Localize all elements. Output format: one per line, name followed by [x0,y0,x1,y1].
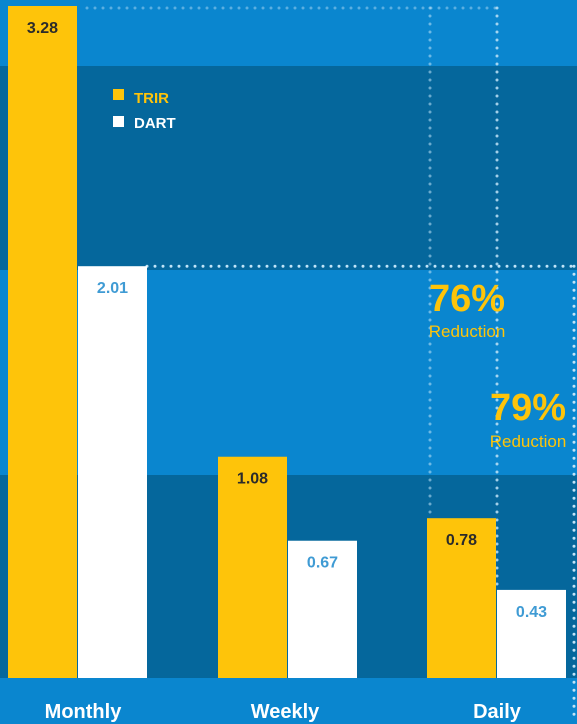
legend-swatch-trir [113,89,124,100]
data-label-trir-daily: 0.78 [446,532,477,549]
annotation-trir-reduction: 76% Reduction [429,278,506,341]
bar-dart-monthly [78,266,147,678]
data-label-dart-daily: 0.43 [516,604,547,621]
annotation-dart-reduction: 79% Reduction [490,387,567,451]
legend: TRIR DART [113,89,176,132]
bar-dart-weekly [288,540,357,678]
bar-trir-weekly [218,456,287,678]
bar-dart-daily [497,589,566,678]
data-label-dart-weekly: 0.67 [307,555,338,572]
legend-swatch-dart [113,116,124,127]
legend-label-dart: DART [134,115,176,132]
bar-trir-monthly [8,6,77,678]
category-label-monthly: Monthly [45,701,123,723]
data-label-dart-monthly: 2.01 [97,280,128,297]
reduction-guide-lines [85,6,577,722]
category-label-daily: Daily [473,701,522,723]
background-band [0,678,577,724]
annotation-76-text: Reduction [429,322,506,341]
bar-series [8,6,566,678]
annotation-76-value: 76% [429,278,505,320]
data-label-trir-monthly: 3.28 [27,20,58,37]
legend-label-trir: TRIR [134,90,169,107]
data-labels: 3.28 1.08 0.78 2.01 0.67 0.43 [27,20,547,621]
background-band [0,0,577,66]
background-band [0,66,577,270]
annotation-79-value: 79% [490,387,566,429]
bar-trir-daily [427,518,496,678]
category-label-weekly: Weekly [251,701,320,723]
data-label-trir-weekly: 1.08 [237,471,268,488]
category-axis-labels: Monthly Weekly Daily [45,701,522,723]
annotation-79-text: Reduction [490,432,567,451]
